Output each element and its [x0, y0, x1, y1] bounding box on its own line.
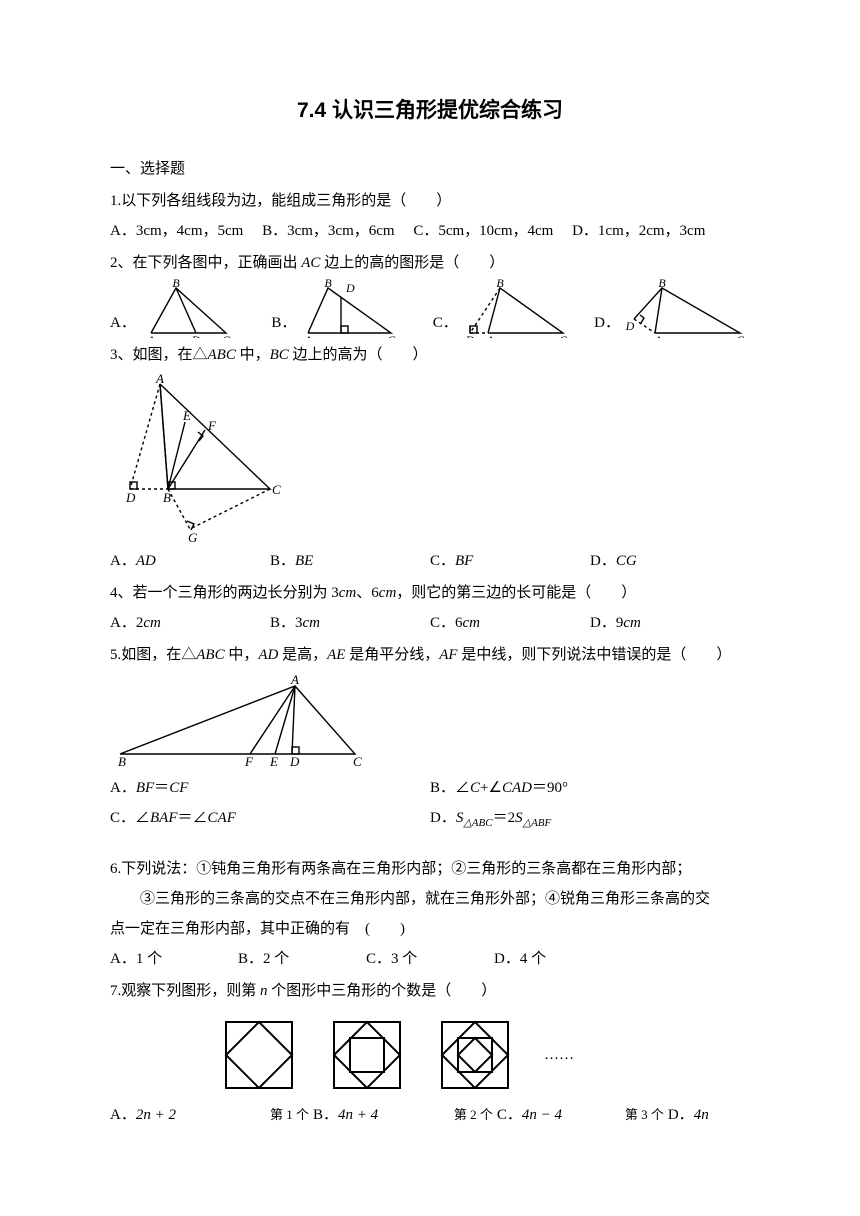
question-2: 2、在下列各图中，正确画出 AC 边上的高的图形是（ ） A． B A D C … — [110, 248, 750, 338]
q7-options: A．2n + 2 第 1 个 B．4n + 4 第 2 个 C．4n − 4 第… — [110, 1100, 750, 1130]
q7-fig-1 — [220, 1016, 298, 1094]
q6-opt-b: B．2 个 — [238, 944, 366, 974]
q2-label-b: B． — [271, 308, 296, 338]
svg-text:D: D — [191, 333, 201, 338]
question-1: 1.以下列各组线段为边，能组成三角形的是（ ） A．3cm，4cm，5cm B．… — [110, 186, 750, 246]
q5-opt-b: B．∠C+∠CAD＝90° — [430, 773, 750, 803]
svg-text:C: C — [559, 333, 568, 338]
svg-text:B: B — [163, 490, 171, 505]
q1-stem: 1.以下列各组线段为边，能组成三角形的是（ ） — [110, 186, 750, 216]
svg-text:A: A — [155, 374, 164, 386]
question-3: 3、如图，在△ABC 中，BC 边上的高为（ ） A E F D B — [110, 340, 750, 576]
q2-label-d: D． — [594, 308, 620, 338]
q4-opt-c: C．6cm — [430, 608, 590, 638]
svg-text:F: F — [244, 754, 254, 769]
q7-opt-b: B．4n + 4 — [313, 1100, 378, 1130]
svg-text:E: E — [269, 754, 278, 769]
q4-opt-b: B．3cm — [270, 608, 430, 638]
q7-cap-2: 第 2 个 — [454, 1102, 493, 1128]
q5-opt-c: C．∠BAF＝∠CAF — [110, 803, 430, 834]
page-title: 7.4 认识三角形提优综合练习 — [110, 90, 750, 132]
q3-opt-a: A．AD — [110, 546, 270, 576]
svg-text:A: A — [290, 674, 299, 687]
svg-text:C: C — [222, 333, 231, 338]
q5-options-row1: A．BF＝CF B．∠C+∠CAD＝90° — [110, 773, 750, 803]
q3-stem: 3、如图，在△ABC 中，BC 边上的高为（ ） — [110, 340, 750, 370]
q4-opt-d: D．9cm — [590, 608, 750, 638]
question-6: 6.下列说法：①钝角三角形有两条高在三角形内部；②三角形的三条高都在三角形内部；… — [110, 854, 750, 974]
q7-stem: 7.观察下列图形，则第 n 个图形中三角形的个数是（ ） — [110, 976, 750, 1006]
svg-text:C: C — [353, 754, 362, 769]
q1-options: A．3cm，4cm，5cm B．3cm，3cm，6cm C．5cm，10cm，4… — [110, 216, 750, 246]
q7-opt-c: C．4n − 4 — [497, 1100, 562, 1130]
svg-text:B: B — [172, 278, 180, 290]
question-4: 4、若一个三角形的两边长分别为 3cm、6cm，则它的第三边的长可能是（ ） A… — [110, 578, 750, 638]
q2-figures: A． B A D C B． B D — [110, 278, 750, 338]
svg-text:C: C — [272, 482, 281, 497]
q1-opt-c: C．5cm，10cm，4cm — [413, 223, 553, 239]
q4-opt-a: A．2cm — [110, 608, 270, 638]
q4-options: A．2cm B．3cm C．6cm D．9cm — [110, 608, 750, 638]
q1-opt-d: D．1cm，2cm，3cm — [572, 223, 705, 239]
q6-line2: ③三角形的三条高的交点不在三角形内部，就在三角形外部；④锐角三角形三条高的交 — [110, 884, 750, 914]
q6-line3: 点一定在三角形内部，其中正确的有 ( ) — [110, 914, 750, 944]
svg-text:D: D — [625, 319, 635, 333]
q7-cap-3: 第 3 个 — [625, 1102, 664, 1128]
q3-options: A．AD B．BE C．BF D．CG — [110, 546, 750, 576]
q7-fig-2 — [328, 1016, 406, 1094]
q1-opt-a: A．3cm，4cm，5cm — [110, 223, 243, 239]
q7-figures: …… — [220, 1016, 750, 1094]
svg-text:A: A — [146, 333, 155, 338]
svg-text:C: C — [387, 333, 396, 338]
q6-options: A．1 个 B．2 个 C．3 个 D．4 个 — [110, 944, 622, 974]
q7-dots: …… — [544, 1040, 574, 1070]
q3-opt-d: D．CG — [590, 546, 750, 576]
question-5: 5.如图，在△ABC 中，AD 是高，AE 是角平分线，AF 是中线，则下列说法… — [110, 640, 750, 834]
q2-label-a: A． — [110, 308, 136, 338]
q6-opt-a: A．1 个 — [110, 944, 238, 974]
svg-text:D: D — [289, 754, 300, 769]
svg-text:B: B — [118, 754, 126, 769]
q6-opt-d: D．4 个 — [494, 944, 622, 974]
q2-fig-b: B D A C — [296, 278, 406, 338]
svg-text:B: B — [658, 278, 666, 290]
q2-fig-d: B D A C — [620, 278, 750, 338]
svg-text:D: D — [345, 281, 355, 295]
q5-stem: 5.如图，在△ABC 中，AD 是高，AE 是角平分线，AF 是中线，则下列说法… — [110, 640, 750, 670]
q7-opt-d: D．4n — [668, 1100, 709, 1130]
question-7: 7.观察下列图形，则第 n 个图形中三角形的个数是（ ） …… — [110, 976, 750, 1130]
svg-text:A: A — [485, 333, 494, 338]
svg-text:B: B — [496, 278, 504, 290]
section-heading: 一、选择题 — [110, 154, 750, 184]
svg-text:A: A — [304, 333, 313, 338]
q3-opt-c: C．BF — [430, 546, 590, 576]
svg-text:D: D — [125, 490, 136, 505]
q7-opt-a: A．2n + 2 — [110, 1100, 176, 1130]
q3-opt-b: B．BE — [270, 546, 430, 576]
q1-opt-b: B．3cm，3cm，6cm — [262, 223, 394, 239]
svg-text:G: G — [188, 530, 198, 544]
q5-opt-a: A．BF＝CF — [110, 773, 430, 803]
q7-cap-1: 第 1 个 — [270, 1102, 309, 1128]
q6-opt-c: C．3 个 — [366, 944, 494, 974]
q5-options-row2: C．∠BAF＝∠CAF D．S△ABC＝2S△ABF — [110, 803, 750, 834]
svg-text:C: C — [736, 333, 745, 338]
svg-text:E: E — [182, 408, 191, 423]
q2-stem: 2、在下列各图中，正确画出 AC 边上的高的图形是（ ） — [110, 248, 750, 278]
q2-fig-c: B D A C — [458, 278, 578, 338]
q3-figure: A E F D B C G — [110, 374, 290, 544]
q2-label-c: C． — [433, 308, 458, 338]
svg-text:F: F — [207, 418, 217, 433]
q7-fig-3 — [436, 1016, 514, 1094]
q2-fig-a: B A D C — [136, 278, 246, 338]
svg-text:D: D — [464, 333, 474, 338]
q6-line1: 6.下列说法：①钝角三角形有两条高在三角形内部；②三角形的三条高都在三角形内部； — [110, 854, 750, 884]
q5-figure: A B F E D C — [110, 674, 370, 769]
svg-text:B: B — [325, 278, 333, 290]
q5-opt-d: D．S△ABC＝2S△ABF — [430, 803, 750, 834]
q4-stem: 4、若一个三角形的两边长分别为 3cm、6cm，则它的第三边的长可能是（ ） — [110, 578, 750, 608]
svg-text:A: A — [653, 333, 662, 338]
